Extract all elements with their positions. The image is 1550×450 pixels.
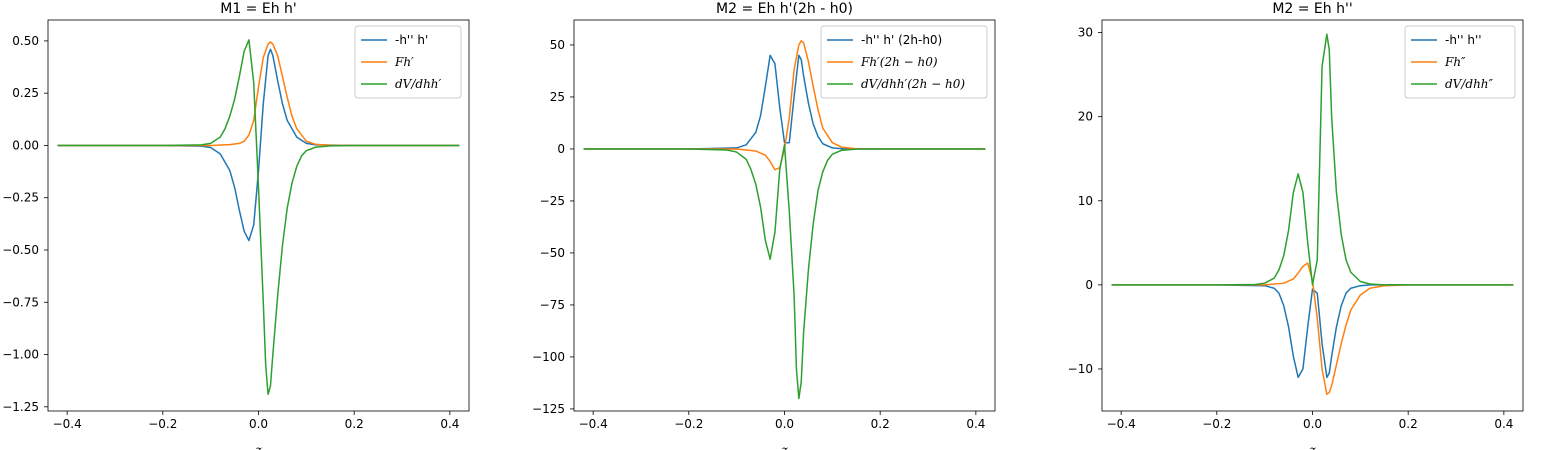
x-tick-label: 0.2 <box>1399 417 1418 431</box>
legend: -h'' h' (2h-h0) Fh′(2h − h0) dV/dhh′(2h − … <box>820 25 988 99</box>
legend-entry: -h'' h' (2h-h0) <box>861 33 942 47</box>
legend-entry: -h'' h' <box>395 33 428 47</box>
x-tick-label: 0.0 <box>249 417 268 431</box>
y-tick-label: 50 <box>550 38 565 52</box>
y-tick-label: 20 <box>1078 110 1093 124</box>
chart-title: M2 = Eh h'' <box>1272 1 1352 17</box>
x-axis-label: z <box>780 443 788 450</box>
y-tick-label: −50 <box>540 246 565 260</box>
x-tick-label: 0.2 <box>871 417 890 431</box>
y-tick-label: −25 <box>540 194 565 208</box>
series-line-1 <box>1111 284 1514 379</box>
x-axis-label: z <box>254 443 262 450</box>
legend: -h'' h'' Fh″ dV/dhh″ <box>1404 25 1516 99</box>
subplot-1: −0.4 −0.2 0.0 0.2 0.4 −1.25 −1.00 −0.75 −0.50 −0.… <box>2 1 470 450</box>
series-line-2 <box>583 40 986 171</box>
x-tick-label: −0.2 <box>1202 417 1231 431</box>
x-tick-label: −0.2 <box>148 417 177 431</box>
legend-entry: dV/dhh″ <box>1445 77 1494 91</box>
series-line-1 <box>583 54 986 150</box>
subplot-3: −0.4 −0.2 0.0 0.2 0.4 −10 0 10 20 30 M2 = Eh h'' z -… <box>1068 1 1524 450</box>
legend-entry: Fh′ <box>394 55 414 69</box>
y-tick-label: 25 <box>550 90 565 104</box>
series-line-2 <box>1111 262 1514 395</box>
y-tick-label: −10 <box>1068 362 1093 376</box>
chart-title: M1 = Eh h' <box>220 1 297 17</box>
series-line-3 <box>583 144 986 400</box>
y-tick-label: 0.00 <box>12 138 39 152</box>
y-tick-label: 0.50 <box>12 34 39 48</box>
legend-entry: dV/dhh′ <box>395 77 442 91</box>
series-line-1 <box>57 48 460 242</box>
x-axis-label: z <box>1308 443 1316 450</box>
x-tick-label: 0.4 <box>966 417 985 431</box>
y-tick-label: −75 <box>540 298 565 312</box>
x-tick-label: −0.2 <box>674 417 703 431</box>
y-tick-label: −125 <box>532 402 565 416</box>
series-line-3 <box>57 39 460 396</box>
x-tick-label: −0.4 <box>579 417 608 431</box>
legend-entry: Fh′(2h − h0) <box>860 55 938 69</box>
y-tick-label: 0.25 <box>12 86 39 100</box>
y-tick-label: 30 <box>1078 26 1093 40</box>
x-tick-label: 0.2 <box>345 417 364 431</box>
subplot-2: −0.4 −0.2 0.0 0.2 0.4 −125 −100 −75 −50 −25 0 25 50 M… <box>532 1 996 450</box>
legend-entry: Fh″ <box>1444 55 1466 69</box>
y-tick-label: 10 <box>1078 194 1093 208</box>
series-line-3 <box>1111 33 1514 286</box>
series-line-2 <box>57 41 460 147</box>
y-tick-label: −0.25 <box>2 191 39 205</box>
y-tick-label: −1.25 <box>2 400 39 414</box>
legend: -h'' h' Fh′ dV/dhh′ <box>354 25 462 99</box>
x-tick-label: −0.4 <box>53 417 82 431</box>
legend-box <box>820 25 988 99</box>
x-tick-label: 0.4 <box>440 417 459 431</box>
legend-box <box>1404 25 1516 99</box>
legend-entry: dV/dhh′(2h − h0) <box>861 77 965 91</box>
y-tick-label: 0 <box>557 142 565 156</box>
y-tick-label: −0.75 <box>2 295 39 309</box>
y-tick-label: −0.50 <box>2 243 39 257</box>
x-tick-label: 0.4 <box>1494 417 1513 431</box>
chart-title: M2 = Eh h'(2h - h0) <box>716 1 853 17</box>
x-tick-label: 0.0 <box>1303 417 1322 431</box>
x-tick-label: 0.0 <box>775 417 794 431</box>
x-tick-label: −0.4 <box>1107 417 1136 431</box>
y-tick-label: −100 <box>532 350 565 364</box>
legend-entry: -h'' h'' <box>1445 33 1482 47</box>
y-tick-label: 0 <box>1085 278 1093 292</box>
legend-box <box>354 25 462 99</box>
y-tick-label: −1.00 <box>2 348 39 362</box>
